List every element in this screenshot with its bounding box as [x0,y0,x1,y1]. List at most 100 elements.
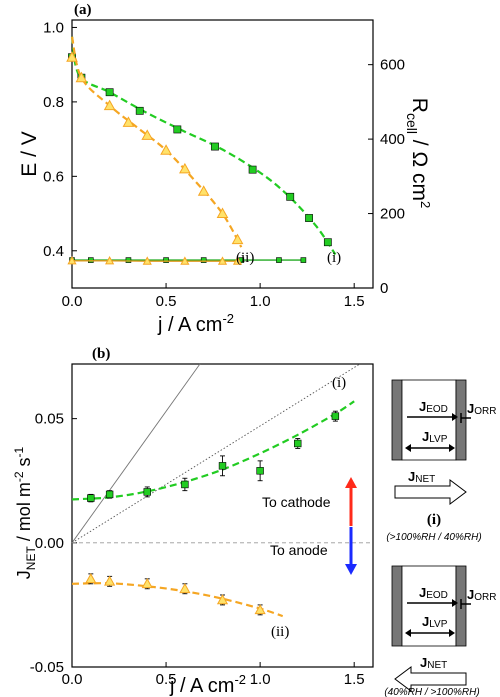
panel-a-y2-tick-label: 600 [380,57,405,74]
panel-b-curve-label-ii: (ii) [271,624,289,640]
panel-b-series-1-point [331,412,340,420]
panel-b-frame [71,363,374,668]
panel-a-series-3-point [276,257,282,263]
panel-a-series-2-fit-line [70,36,243,248]
panel-a-y2-ticks: 0 200 400 600 [368,57,405,297]
panel-b-series-2-fit-line [71,582,284,618]
panel-a-x-tick-label: 1.0 [250,293,271,310]
panel-b-series-2-point [216,594,229,605]
panel-a-series-2-point [75,71,88,83]
annotation-to-anode: To anode [270,542,328,558]
schematic-ii-jlvp-arrowhead-left [405,629,411,637]
schematic-i-jeod: JEOD [419,399,448,415]
panel-a-series-4-point [217,256,228,265]
panel-b: (b) 0.0 0.5 1.0 1.5 -0.050.000.05 (i) (ii) … [12,346,374,697]
schematic-ii-jeod: JEOD [419,585,448,601]
panel-b-reference-lines [71,363,373,544]
panel-b-series-1-point [87,494,95,502]
panel-a-series-4-point [232,256,243,265]
panel-a-series-1-point [305,214,313,222]
panel-a-series-1-point [248,165,257,174]
panel-a-series [66,36,337,265]
annotation-to-cathode: To cathode [262,494,331,510]
panel-a-y-tick-label: 1.0 [43,19,64,36]
panel-a-series-3-point [300,257,307,263]
panel-b-reference-line-solid [71,363,201,544]
schematic-i-label: (i) [427,512,441,528]
panel-b-series-2-point [254,604,266,615]
panel-a-series-1-point [286,192,295,201]
panel-b-x-ticks: 0.0 0.5 1.0 1.5 [62,662,365,688]
panel-a-series-2-point [103,99,116,111]
panel-b-y-ticks: -0.05 0.00 0.05 [30,411,77,676]
panel-a-series-2-point [216,207,229,219]
arrow-to-anode-head [345,564,357,575]
panel-b-x-axis-label: j / A cm-2 [169,672,246,697]
panel-a-series-4-point [142,256,152,265]
panel-b-label: (b) [92,346,110,362]
panel-b-y-tick-label: 0.00 [35,535,64,552]
schematic-ii-jorr: JORR [467,587,496,603]
panel-a-series-2-point [197,185,210,196]
panel-a-series-2-point [141,129,154,140]
schematic-ii-jeod-arrowhead [452,599,458,607]
panel-a-series-2-point [160,144,172,155]
panel-a-series-1-point [211,142,219,151]
panel-a-y-tick-label: 0.8 [43,94,64,111]
schematic-ii-jlvp-arrowhead-right [449,629,455,637]
schematic-i-jnet-arrow [394,479,467,505]
schematic-ii-condition: (40%RH / >100%RH) [384,687,479,697]
schematic-i-jnet: JNET [408,469,435,485]
schematic-ii-jnet-arrow [394,666,467,692]
panel-a-curve-label-i: (i) [327,250,341,266]
panel-b-x-tick-label: 0.5 [156,671,177,688]
panel-a-series-3-point [163,257,169,263]
schematic-i-anode-plate [391,379,403,461]
schematic-ii-jlvp: JLVP [422,614,448,630]
panel-a-y2-tick-label: 200 [380,206,405,223]
panel-b-series-1-point [256,467,264,475]
schematic-ii-anode-plate [391,565,403,647]
schematic-i-jeod-arrowhead [452,413,458,421]
panel-a-series-2-point [66,51,78,62]
panel-a-y-tick-label: 0.6 [43,168,64,185]
panel-a-y-axis-label: E / V [18,131,41,177]
schematic-i-jlvp-arrowhead-right [449,444,455,452]
panel-a-x-tick-label: 1.5 [344,293,365,310]
schematic-i-condition: (>100%RH / 40%RH) [386,532,481,543]
panel-b-x-tick-label: 1.0 [250,671,271,688]
panel-a-x-tick-label: 0.0 [62,293,83,310]
schematic-ii-jnet: JNET [420,655,447,671]
panel-b-series-1-point [181,480,189,489]
panel-a-y2-tick-label: 400 [380,131,405,148]
panel-b-curve-label-i: (i) [332,375,346,391]
panel-a: (a) 0.0 0.5 1.0 1.5 0.4 0.6 0.8 1.0 0 200 400 600… [18,2,433,336]
panel-b-y-axis-label: JNET / mol m-2 s-1 [12,446,38,579]
panel-a-series-1-point [323,238,332,247]
schematic-i-jorr: JORR [467,401,496,417]
panel-a-series-2-point [122,116,135,127]
schematic-ii: JEOD JORR JLVP JNET (40%RH / >100%RH) [384,565,496,697]
panel-a-label: (a) [74,2,92,18]
schematic-i-jlvp-arrowhead-left [405,444,411,452]
panel-a-y2-axis-label: Rcell / Ω cm2 [404,98,433,208]
panel-a-series-3-point [88,257,94,263]
panel-a-series-1-point [173,125,182,134]
panel-b-series-1-point [143,488,151,496]
panel-b-x-tick-label: 1.5 [344,671,365,688]
panel-a-series-3-point [125,257,132,263]
panel-b-series-1-point [294,439,302,448]
panel-a-y2-tick-label: 0 [380,280,388,297]
panel-a-series-1-fit-line [70,36,337,256]
panel-a-series-4-point [67,256,77,265]
panel-b-series-2-point [85,573,97,584]
panel-b-series-2-point [104,575,116,586]
panel-b-x-tick-label: 0.0 [62,671,83,688]
panel-a-series-4-point [105,256,115,265]
panel-a-y-ticks: 0.4 0.6 0.8 1.0 [43,19,77,260]
panel-a-series-2-point [179,162,191,174]
panel-b-y-tick-label: -0.05 [30,659,64,676]
panel-b-y-tick-label: 0.05 [35,411,64,428]
schematic-i-jlvp: JLVP [422,429,448,445]
